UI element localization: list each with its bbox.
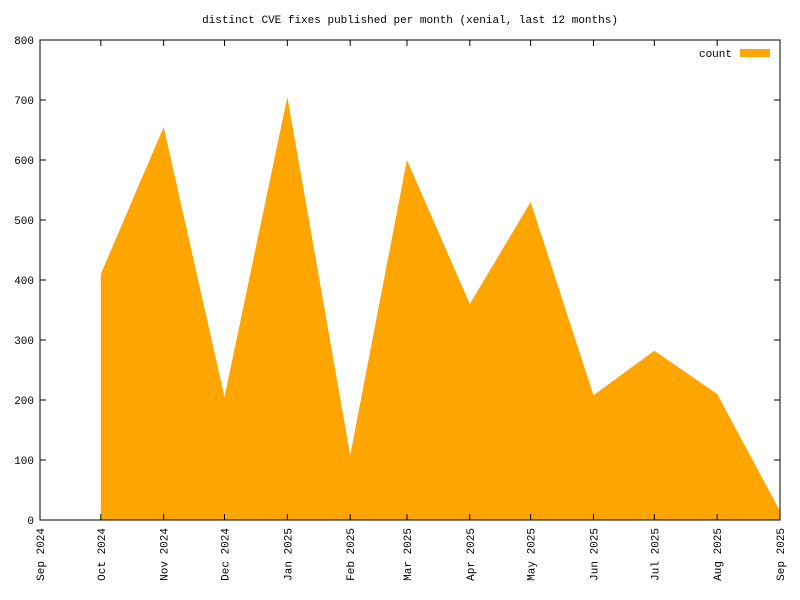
x-tick-label: Jan 2025	[283, 528, 295, 581]
y-tick-label: 300	[14, 336, 34, 348]
y-tick-label: 700	[14, 96, 34, 108]
x-tick-label: Jun 2025	[589, 528, 601, 581]
x-tick-label: Dec 2024	[220, 528, 232, 581]
y-tick-label: 0	[27, 516, 34, 528]
x-tick-label: Sep 2025	[776, 528, 788, 581]
y-tick-label: 600	[14, 156, 34, 168]
chart-title: distinct CVE fixes published per month (…	[202, 15, 618, 27]
x-tick-label: Mar 2025	[403, 528, 415, 581]
y-tick-label: 200	[14, 396, 34, 408]
y-tick-label: 400	[14, 276, 34, 288]
x-tick-label: Feb 2025	[346, 528, 358, 581]
x-tick-label: Sep 2024	[36, 528, 48, 581]
y-tick-label: 500	[14, 216, 34, 228]
y-tick-label: 100	[14, 456, 34, 468]
x-tick-label: Aug 2025	[713, 528, 725, 581]
y-tick-label: 800	[14, 36, 34, 48]
area	[100, 97, 781, 520]
legend-label: count	[699, 49, 732, 61]
x-tick-label: May 2025	[527, 528, 539, 581]
x-tick-label: Apr 2025	[466, 528, 478, 581]
x-tick-label: Nov 2024	[160, 528, 172, 581]
x-tick-label: Oct 2024	[97, 528, 109, 581]
legend-swatch	[740, 49, 770, 57]
x-tick-label: Jul 2025	[650, 528, 662, 581]
